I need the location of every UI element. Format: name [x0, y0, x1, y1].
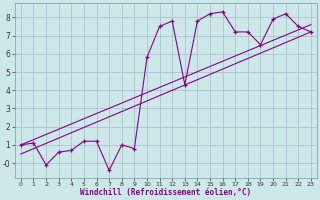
X-axis label: Windchill (Refroidissement éolien,°C): Windchill (Refroidissement éolien,°C) [80, 188, 252, 197]
